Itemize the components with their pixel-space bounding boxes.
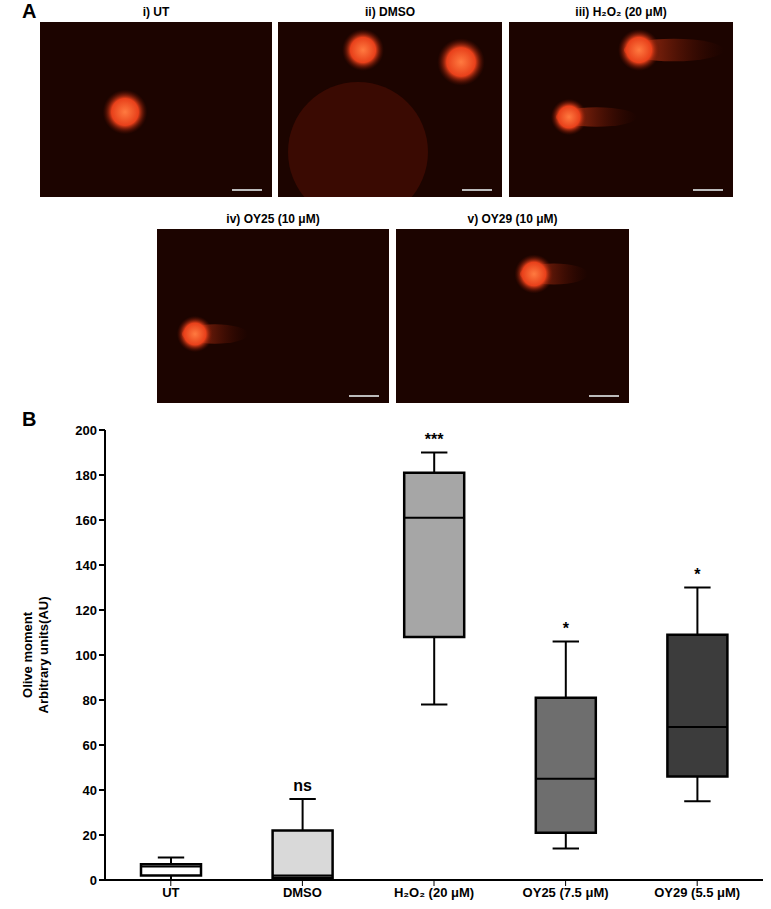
svg-text:80: 80 [83,693,97,708]
html-text:i) UT: i) UT [142,5,170,19]
html-text:iv) OY25 (10 μM): iv) OY25 (10 μM) [226,212,320,226]
svg-text:200: 200 [75,423,97,438]
svg-text:20: 20 [83,828,97,843]
svg-text:100: 100 [75,648,97,663]
html-text:B: B [22,408,37,430]
svg-text:40: 40 [83,783,97,798]
svg-text:UT: UT [162,885,179,900]
svg-text:*: * [694,566,701,583]
html-text:A: A [22,0,37,22]
svg-text:ns: ns [293,777,312,794]
svg-text:180: 180 [75,468,97,483]
svg-text:OY29 (5.5 μM): OY29 (5.5 μM) [654,885,740,900]
svg-text:***: *** [425,431,444,448]
svg-text:140: 140 [75,558,97,573]
svg-text:OY25 (7.5 μM): OY25 (7.5 μM) [523,885,609,900]
html-text:iii) H₂O₂ (20 μM): iii) H₂O₂ (20 μM) [575,5,667,19]
html-text:v) OY29 (10 μM): v) OY29 (10 μM) [467,212,558,226]
svg-text:Olive momentArbitrary units(AU: Olive momentArbitrary units(AU) [20,596,51,713]
svg-text:60: 60 [83,738,97,753]
svg-text:160: 160 [75,513,97,528]
svg-text:DMSO: DMSO [283,885,322,900]
svg-text:H₂O₂ (20 μM): H₂O₂ (20 μM) [394,885,474,900]
html-text:ii) DMSO: ii) DMSO [365,5,415,19]
svg-text:120: 120 [75,603,97,618]
svg-text:0: 0 [90,873,97,888]
svg-text:*: * [563,620,570,637]
